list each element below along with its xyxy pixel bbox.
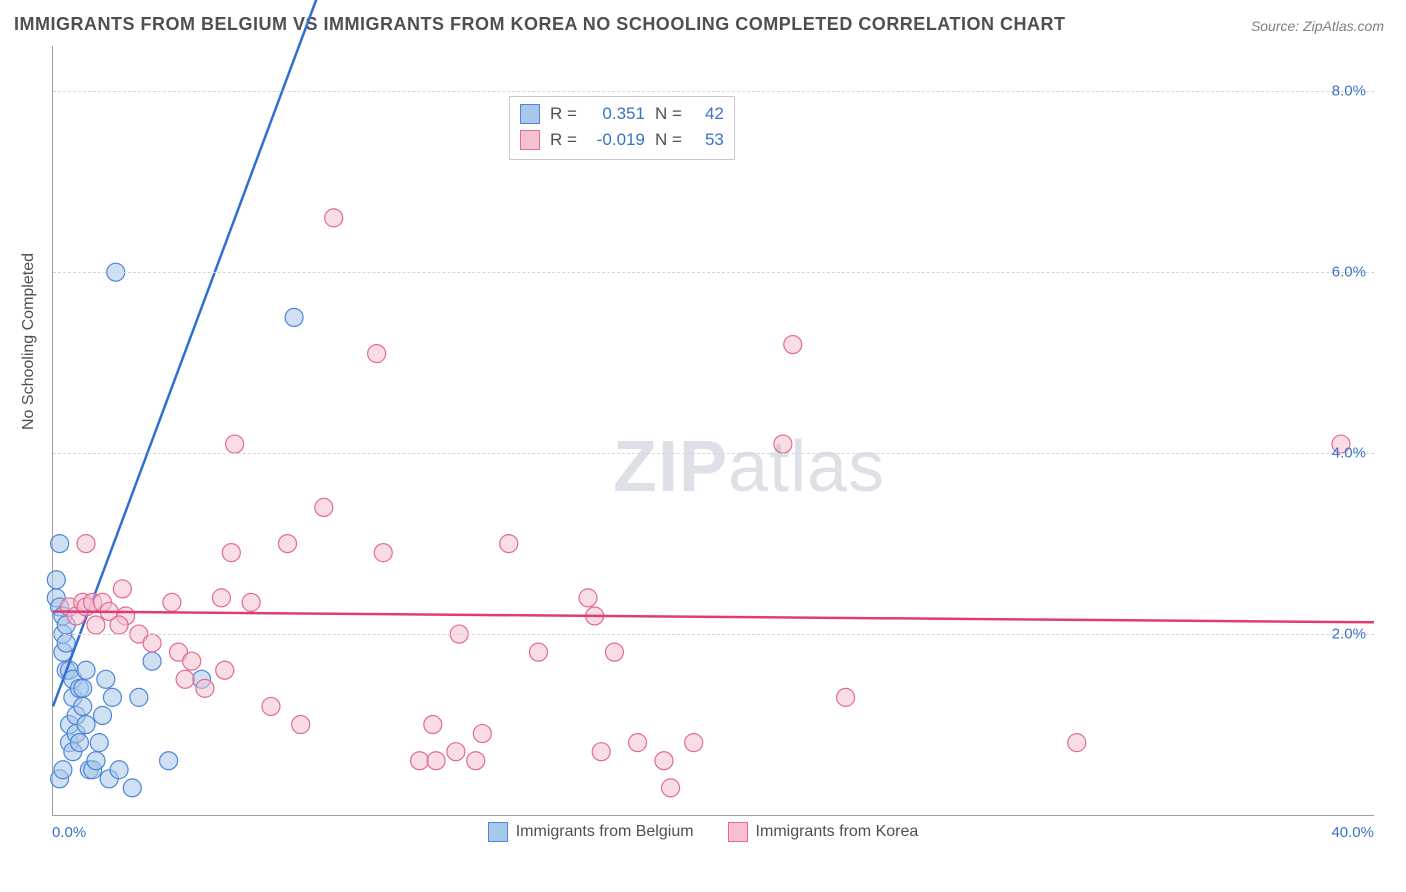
data-point bbox=[662, 779, 680, 797]
data-point bbox=[87, 616, 105, 634]
stats-r-label: R = bbox=[550, 104, 577, 124]
data-point bbox=[74, 679, 92, 697]
legend-item: Immigrants from Korea bbox=[728, 822, 919, 842]
stats-r-label: R = bbox=[550, 130, 577, 150]
data-point bbox=[368, 345, 386, 363]
data-point bbox=[226, 435, 244, 453]
y-tick-label: 6.0% bbox=[1332, 264, 1366, 281]
data-point bbox=[183, 652, 201, 670]
data-point bbox=[130, 688, 148, 706]
source-label: Source: bbox=[1251, 18, 1299, 34]
stats-n-value: 42 bbox=[692, 104, 724, 124]
data-point bbox=[216, 661, 234, 679]
data-point bbox=[374, 544, 392, 562]
legend-swatch bbox=[488, 822, 508, 842]
data-point bbox=[473, 725, 491, 743]
y-tick-label: 2.0% bbox=[1332, 626, 1366, 643]
data-point bbox=[103, 688, 121, 706]
data-point bbox=[160, 752, 178, 770]
data-point bbox=[57, 634, 75, 652]
data-point bbox=[143, 652, 161, 670]
grid-line bbox=[53, 634, 1374, 635]
data-point bbox=[212, 589, 230, 607]
legend-swatch bbox=[520, 104, 540, 124]
stats-legend-box: R = 0.351 N = 42 R = -0.019 N = 53 bbox=[509, 96, 735, 160]
source-value: ZipAtlas.com bbox=[1303, 18, 1384, 34]
legend-label: Immigrants from Korea bbox=[756, 823, 919, 841]
grid-line bbox=[53, 272, 1374, 273]
legend-swatch bbox=[728, 822, 748, 842]
data-point bbox=[262, 697, 280, 715]
legend-swatch bbox=[520, 130, 540, 150]
data-point bbox=[500, 535, 518, 553]
stats-n-label: N = bbox=[655, 130, 682, 150]
data-point bbox=[592, 743, 610, 761]
data-point bbox=[222, 544, 240, 562]
chart-plot-area: ZIPatlas R =0.351N =42R =-0.019N =53 2.0… bbox=[52, 46, 1374, 816]
data-point bbox=[784, 336, 802, 354]
data-point bbox=[143, 634, 161, 652]
legend-label: Immigrants from Belgium bbox=[516, 823, 694, 841]
data-point bbox=[87, 752, 105, 770]
data-point bbox=[629, 734, 647, 752]
grid-line bbox=[53, 453, 1374, 454]
data-point bbox=[77, 661, 95, 679]
data-point bbox=[110, 761, 128, 779]
source-attribution: Source: ZipAtlas.com bbox=[1251, 18, 1384, 34]
data-point bbox=[285, 308, 303, 326]
stats-r-value: 0.351 bbox=[587, 104, 645, 124]
stats-r-value: -0.019 bbox=[587, 130, 645, 150]
data-point bbox=[70, 734, 88, 752]
y-axis-label: No Schooling Completed bbox=[20, 253, 38, 430]
data-point bbox=[427, 752, 445, 770]
data-point bbox=[579, 589, 597, 607]
bottom-legend: Immigrants from Belgium Immigrants from K… bbox=[0, 822, 1406, 842]
data-point bbox=[424, 716, 442, 734]
grid-line bbox=[53, 91, 1374, 92]
data-point bbox=[94, 706, 112, 724]
trend-line bbox=[53, 611, 1374, 622]
chart-svg bbox=[53, 46, 1374, 815]
data-point bbox=[163, 593, 181, 611]
data-point bbox=[51, 535, 69, 553]
y-tick-label: 8.0% bbox=[1332, 83, 1366, 100]
y-tick-label: 4.0% bbox=[1332, 445, 1366, 462]
page-title: IMMIGRANTS FROM BELGIUM VS IMMIGRANTS FR… bbox=[14, 14, 1065, 35]
stats-n-label: N = bbox=[655, 104, 682, 124]
data-point bbox=[467, 752, 485, 770]
data-point bbox=[77, 716, 95, 734]
data-point bbox=[113, 580, 131, 598]
data-point bbox=[837, 688, 855, 706]
data-point bbox=[242, 593, 260, 611]
data-point bbox=[196, 679, 214, 697]
data-point bbox=[315, 498, 333, 516]
data-point bbox=[97, 670, 115, 688]
data-point bbox=[54, 761, 72, 779]
data-point bbox=[655, 752, 673, 770]
stats-row: R = -0.019 N = 53 bbox=[520, 127, 724, 153]
data-point bbox=[411, 752, 429, 770]
data-point bbox=[176, 670, 194, 688]
data-point bbox=[605, 643, 623, 661]
data-point bbox=[774, 435, 792, 453]
data-point bbox=[325, 209, 343, 227]
data-point bbox=[1068, 734, 1086, 752]
legend-item: Immigrants from Belgium bbox=[488, 822, 694, 842]
stats-row: R = 0.351 N = 42 bbox=[520, 101, 724, 127]
data-point bbox=[77, 535, 95, 553]
data-point bbox=[685, 734, 703, 752]
data-point bbox=[47, 571, 65, 589]
data-point bbox=[110, 616, 128, 634]
data-point bbox=[447, 743, 465, 761]
data-point bbox=[74, 697, 92, 715]
data-point bbox=[529, 643, 547, 661]
data-point bbox=[292, 716, 310, 734]
data-point bbox=[90, 734, 108, 752]
stats-n-value: 53 bbox=[692, 130, 724, 150]
data-point bbox=[278, 535, 296, 553]
data-point bbox=[123, 779, 141, 797]
